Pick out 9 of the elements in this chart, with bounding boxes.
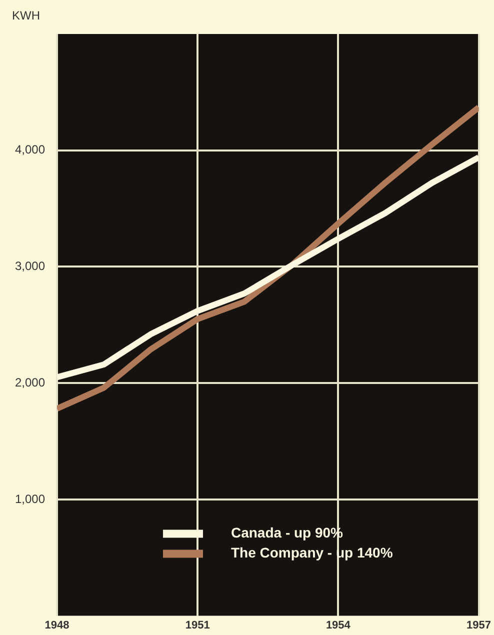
y-tick-label: 4,000 — [14, 142, 46, 157]
x-tick-label: 1951 — [185, 619, 210, 632]
x-tick-label: 1948 — [44, 619, 70, 632]
y-tick-label: 2,000 — [14, 375, 46, 390]
x-tick-label: 1957 — [466, 619, 492, 632]
y-axis-title: KWH — [12, 8, 40, 22]
y-tick-label: 1,000 — [14, 492, 46, 506]
y-tick-label: 3,000 — [14, 259, 46, 274]
x-tick-label: 1954 — [326, 619, 352, 632]
